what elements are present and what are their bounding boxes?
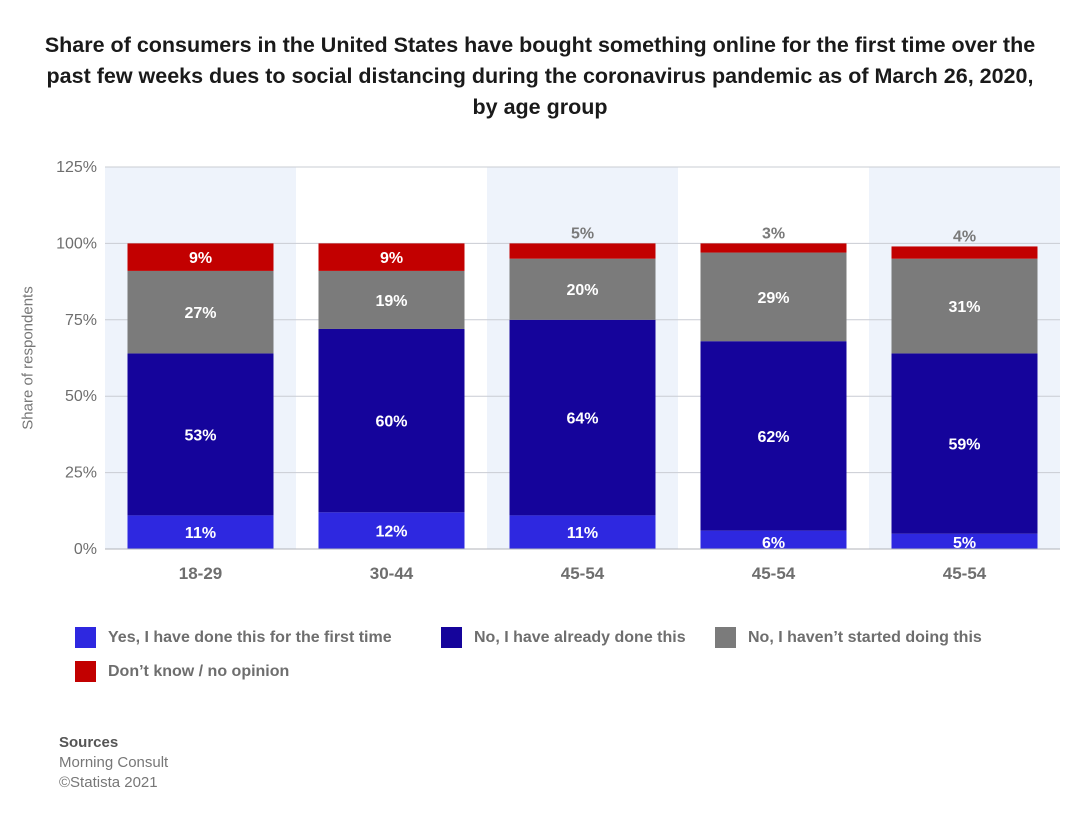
bar-segment [700,341,847,531]
bar-segment [318,512,465,549]
bar-segment [318,270,465,329]
data-label: 20% [566,282,598,299]
x-tick-label: 30-44 [370,564,414,583]
y-tick-label: 75% [65,312,97,329]
bar-segment [509,243,656,259]
data-label: 19% [375,293,407,310]
data-label: 5% [571,225,594,242]
legend-item-first-time[interactable]: Yes, I have done this for the first time [75,627,392,648]
x-tick-label: 45-54 [752,564,796,583]
stacked-bar-chart: 0% 25% 50% 75% 100% 125% 11% 53% 27% 9% 18-29 12% 60… [56,159,1060,583]
data-label: 9% [189,250,212,267]
x-tick-label: 45-54 [943,564,987,583]
x-tick-label: 45-54 [561,564,605,583]
bar-segment [700,530,847,549]
data-label: 62% [757,429,789,446]
data-label: 4% [953,228,976,245]
chart-title: Share of consumers in the United States … [44,33,1036,119]
legend-swatch-already-done [441,627,462,648]
data-label: 5% [953,535,976,552]
legend-item-already-done[interactable]: No, I have already done this [441,627,686,648]
sources-line-2: ©Statista 2021 [59,774,158,791]
y-axis-label: Share of respondents [19,286,37,430]
bar-segment [127,243,274,271]
legend-label-already-done: No, I have already done this [474,628,686,646]
bar-segment [891,246,1038,259]
bar-segment [509,515,656,549]
data-label: 3% [762,225,785,242]
data-label: 11% [567,525,598,542]
x-tick-label: 18-29 [179,564,222,583]
y-tick-label: 0% [74,541,97,558]
bar-segment [509,258,656,320]
data-label: 31% [948,299,980,316]
legend-swatch-not-started [715,627,736,648]
bar-segment [891,533,1038,549]
y-tick-label: 50% [65,388,97,405]
legend-label-not-started: No, I haven’t started doing this [748,628,982,646]
sources-block: Sources Morning Consult ©Statista 2021 [59,733,168,793]
bar-segment [891,258,1038,354]
bar-segment [318,328,465,513]
bar-segment [509,319,656,516]
legend-item-not-started[interactable]: No, I haven’t started doing this [715,627,982,648]
sources-line-1: Morning Consult [59,754,169,771]
legend-item-no-opinion[interactable]: Don’t know / no opinion [75,661,289,682]
data-label: 64% [566,411,598,428]
bar-segment [700,243,847,253]
y-tick-label: 25% [65,465,97,482]
bar-segment [891,353,1038,534]
data-label: 12% [375,524,407,541]
y-tick-label: 125% [56,159,97,176]
bar-segment [700,252,847,342]
legend-swatch-no-opinion [75,661,96,682]
bar-segment [318,243,465,271]
legend-swatch-first-time [75,627,96,648]
data-label: 11% [185,525,216,542]
data-label: 29% [757,290,789,307]
sources-heading: Sources [59,734,119,751]
data-label: 60% [375,414,407,431]
data-label: 53% [184,427,216,444]
y-tick-label: 100% [56,235,97,252]
data-label: 9% [380,250,403,267]
legend-label-first-time: Yes, I have done this for the first time [108,628,392,646]
bar-segment [127,270,274,354]
legend-label-no-opinion: Don’t know / no opinion [108,662,290,680]
data-label: 27% [184,305,216,322]
bar-segment [127,515,274,549]
data-label: 59% [948,437,980,454]
data-label: 6% [762,535,785,552]
bar-segment [127,353,274,516]
